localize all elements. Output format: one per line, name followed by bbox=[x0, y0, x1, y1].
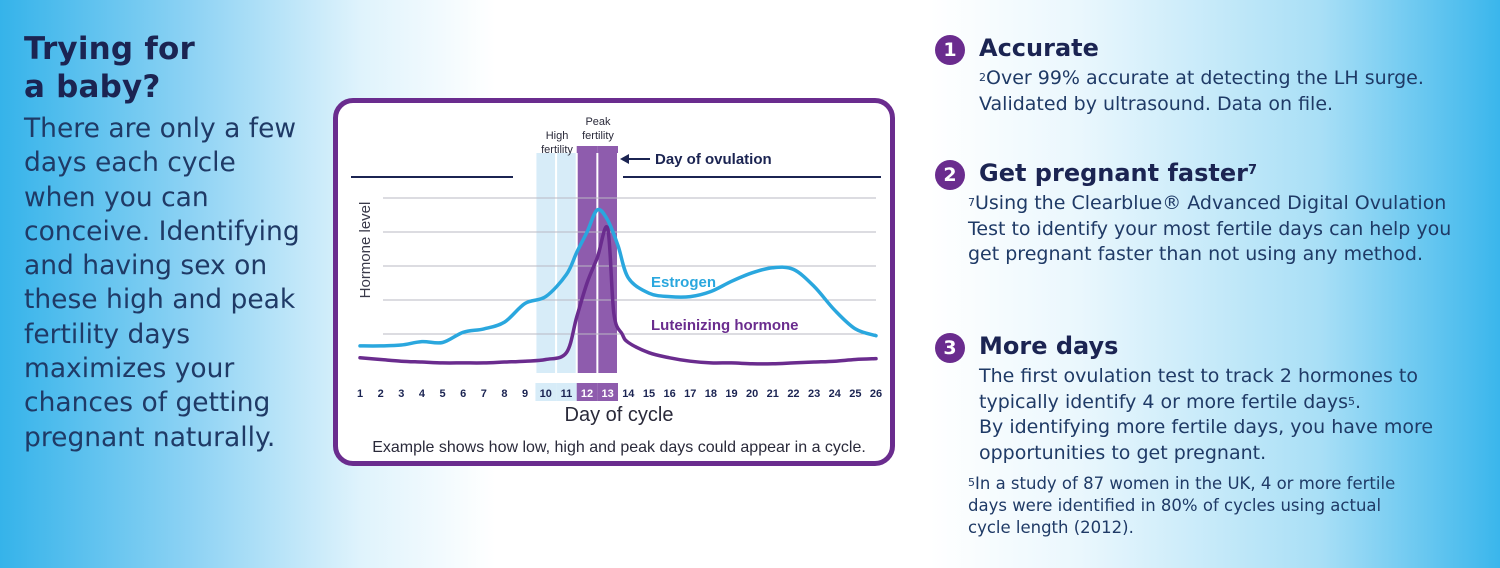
benefit-item-faster: 2 Get pregnant faster7 7Using the Clearb… bbox=[935, 158, 1475, 268]
peak-fertility-band-13 bbox=[597, 146, 618, 373]
x-tick-label-16: 16 bbox=[663, 388, 675, 400]
number-badge-3: 3 bbox=[935, 333, 965, 363]
ovulation-arrow-head bbox=[620, 154, 629, 164]
x-tick-label-24: 24 bbox=[829, 388, 842, 400]
high-fertility-label-line2: fertility bbox=[541, 144, 573, 156]
benefit-body-text: Using the Clearblue® Advanced Digital Ov… bbox=[968, 192, 1452, 265]
benefit-footnote: 5In a study of 87 women in the UK, 4 or … bbox=[968, 473, 1428, 539]
x-tick-label-19: 19 bbox=[725, 388, 737, 400]
high-fertility-tick-bg-10 bbox=[535, 383, 557, 401]
benefit-body-line1: Over 99% accurate at detecting the LH su… bbox=[986, 67, 1424, 89]
peak-fertility-label-line1: Peak bbox=[585, 116, 611, 128]
chart-caption: Example shows how low, high and peak day… bbox=[372, 439, 866, 456]
x-tick-label-1: 1 bbox=[357, 388, 363, 400]
x-tick-label-9: 9 bbox=[522, 388, 528, 400]
hormone-chart-card: 1 2 3 4 5 6 7 8 9 10 11 12 13 14 15 16 17 18 19 20 21 22 23 24 2… bbox=[333, 98, 895, 466]
benefit-body-part2: By identifying more fertile days, you ha… bbox=[979, 416, 1434, 464]
y-axis-label: Hormone level bbox=[357, 202, 374, 299]
intro-section: Trying for a baby? There are only a few … bbox=[24, 30, 304, 455]
benefit-body: The first ovulation test to track 2 horm… bbox=[979, 364, 1469, 466]
x-tick-label-4: 4 bbox=[419, 388, 426, 400]
footnote-ref: 5 bbox=[1348, 394, 1356, 408]
benefit-item-more-days: 3 More days The first ovulation test to … bbox=[935, 331, 1475, 539]
footnote-ref: 7 bbox=[1247, 163, 1258, 178]
x-tick-label-2: 2 bbox=[378, 388, 384, 400]
x-tick-label-3: 3 bbox=[398, 388, 404, 400]
high-fertility-band-11 bbox=[556, 153, 577, 373]
series-label-estrogen: Estrogen bbox=[651, 274, 716, 291]
footnote-ref: 2 bbox=[979, 71, 986, 84]
high-fertility-label-line1: High bbox=[546, 130, 569, 142]
x-tick-label-10: 10 bbox=[540, 388, 552, 400]
intro-body: There are only a few days each cycle whe… bbox=[24, 113, 300, 453]
x-tick-label-13: 13 bbox=[602, 388, 614, 400]
footnote-ref: 7 bbox=[968, 196, 975, 209]
benefit-body-line2: Validated by ultrasound. Data on file. bbox=[979, 92, 1334, 115]
x-tick-label-20: 20 bbox=[746, 388, 758, 400]
peak-fertility-band-12 bbox=[576, 146, 598, 373]
intro-heading-line1: Trying for bbox=[24, 31, 195, 67]
x-tick-label-23: 23 bbox=[808, 388, 820, 400]
x-tick-label-14: 14 bbox=[622, 388, 635, 400]
benefit-body: 7Using the Clearblue® Advanced Digital O… bbox=[968, 191, 1468, 268]
benefit-title: Get pregnant faster7 bbox=[979, 158, 1475, 188]
peak-fertility-tick-bg-12 bbox=[576, 383, 598, 401]
x-tick-label-6: 6 bbox=[460, 388, 466, 400]
x-tick-label-18: 18 bbox=[705, 388, 717, 400]
benefit-body-part1-end: . bbox=[1355, 390, 1362, 413]
intro-heading: Trying for a baby? bbox=[24, 30, 304, 106]
high-fertility-band-10 bbox=[535, 153, 557, 373]
hormone-chart: 1 2 3 4 5 6 7 8 9 10 11 12 13 14 15 16 17 18 19 20 21 22 23 24 2… bbox=[351, 116, 882, 456]
series-line-luteinizing-hormone bbox=[358, 225, 878, 366]
benefit-body-part1: The first ovulation test to track 2 horm… bbox=[979, 365, 1418, 413]
benefit-title: Accurate bbox=[979, 34, 1099, 62]
footnote-ref: 5 bbox=[968, 476, 975, 489]
x-axis-label: Day of cycle bbox=[565, 404, 674, 426]
peak-fertility-label-line2: fertility bbox=[582, 130, 614, 142]
benefit-title: More days bbox=[979, 332, 1119, 360]
series-line-estrogen bbox=[358, 207, 878, 348]
x-tick-label-5: 5 bbox=[439, 388, 445, 400]
x-tick-label-15: 15 bbox=[643, 388, 655, 400]
number-badge-1: 1 bbox=[935, 35, 965, 65]
x-tick-label-25: 25 bbox=[849, 388, 861, 400]
x-tick-label-21: 21 bbox=[767, 388, 779, 400]
x-tick-label-11: 11 bbox=[561, 388, 573, 400]
peak-fertility-tick-bg-13 bbox=[597, 383, 618, 401]
series-label-luteinizing-hormone: Luteinizing hormone bbox=[651, 317, 799, 334]
benefit-title-text: Get pregnant faster bbox=[979, 159, 1248, 187]
ovulation-label: Day of ovulation bbox=[655, 151, 772, 168]
intro-heading-line2: a baby? bbox=[24, 69, 161, 105]
x-tick-label-26: 26 bbox=[870, 388, 882, 400]
x-tick-label-17: 17 bbox=[684, 388, 696, 400]
x-tick-label-12: 12 bbox=[581, 388, 593, 400]
high-fertility-tick-bg-11 bbox=[556, 383, 577, 401]
benefit-body: 2Over 99% accurate at detecting the LH s… bbox=[979, 66, 1475, 117]
x-tick-label-8: 8 bbox=[501, 388, 507, 400]
benefit-footnote-text: In a study of 87 women in the UK, 4 or m… bbox=[968, 474, 1396, 537]
benefit-item-accurate: 1 Accurate 2Over 99% accurate at detecti… bbox=[935, 33, 1475, 117]
number-badge-2: 2 bbox=[935, 160, 965, 190]
x-tick-label-7: 7 bbox=[481, 388, 487, 400]
x-tick-label-22: 22 bbox=[787, 388, 799, 400]
